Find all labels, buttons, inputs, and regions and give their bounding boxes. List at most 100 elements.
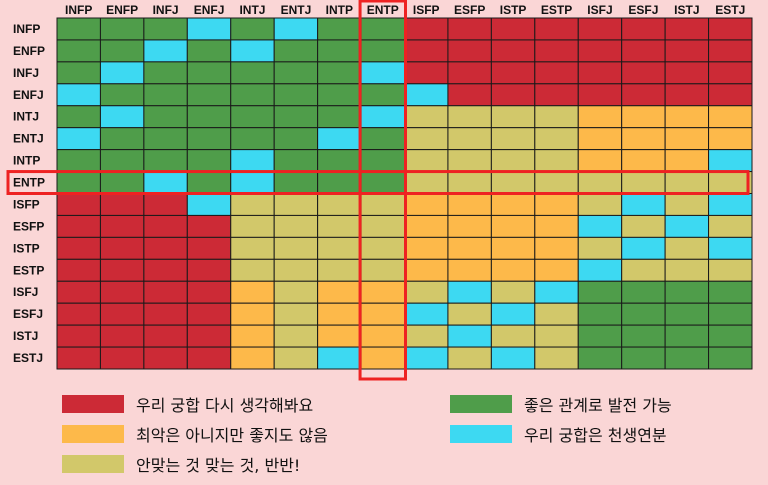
cell-infp-enfj bbox=[186, 17, 232, 41]
cell-istp-istp bbox=[490, 236, 536, 260]
cell-estp-esfj bbox=[621, 258, 666, 282]
cell-enfp-enfj bbox=[186, 39, 232, 63]
cell-enfj-isfp bbox=[404, 83, 449, 107]
cell-istp-intj bbox=[230, 236, 275, 260]
cell-enfj-entp bbox=[360, 83, 405, 107]
cell-istp-isfp bbox=[404, 236, 449, 260]
cell-entj-entp bbox=[360, 127, 405, 151]
cell-esfp-intj bbox=[230, 214, 275, 238]
cell-istp-esfp bbox=[447, 236, 492, 260]
cell-istj-infp bbox=[56, 324, 101, 348]
cell-estj-isfp bbox=[404, 346, 449, 370]
cell-estj-enfj bbox=[186, 346, 232, 370]
cell-esfj-intj bbox=[230, 302, 275, 326]
cell-entj-isfj bbox=[577, 127, 623, 151]
cell-intp-infj bbox=[143, 149, 188, 173]
cell-intp-isfp bbox=[404, 149, 449, 173]
cell-isfp-istj bbox=[664, 193, 710, 216]
cell-infp-estp bbox=[534, 17, 579, 41]
cell-infj-istp bbox=[490, 61, 536, 85]
cell-isfj-istp bbox=[490, 280, 536, 304]
cell-intj-infj bbox=[143, 105, 188, 129]
cell-istp-istj bbox=[664, 236, 710, 260]
cell-entj-intj bbox=[230, 127, 275, 151]
row-label-intp: INTP bbox=[13, 154, 40, 168]
column-label-enfj: ENFJ bbox=[194, 3, 225, 17]
cell-estj-intj bbox=[230, 346, 275, 370]
cell-estp-istp bbox=[490, 258, 536, 282]
cell-infj-enfj bbox=[186, 61, 232, 85]
cell-isfp-estp bbox=[534, 193, 579, 216]
cell-infp-esfj bbox=[621, 17, 666, 41]
cell-istj-esfj bbox=[621, 324, 666, 348]
highlight-column-entp bbox=[358, 0, 407, 381]
cell-esfj-entj bbox=[273, 302, 319, 326]
cell-esfp-isfj bbox=[577, 214, 623, 238]
cell-istj-intp bbox=[317, 324, 362, 348]
cell-istp-enfp bbox=[99, 236, 145, 260]
cell-infp-infp bbox=[56, 17, 101, 41]
cell-intj-infp bbox=[56, 105, 101, 129]
row-label-intj: INTJ bbox=[13, 110, 39, 124]
cell-entp-istp bbox=[490, 171, 536, 194]
row-label-isfp: ISFP bbox=[13, 197, 40, 211]
cell-isfj-istj bbox=[664, 280, 710, 304]
cell-intp-esfp bbox=[447, 149, 492, 173]
cell-istp-estp bbox=[534, 236, 579, 260]
cell-estj-istj bbox=[664, 346, 710, 370]
cell-intp-enfj bbox=[186, 149, 232, 173]
cell-isfp-isfj bbox=[577, 193, 623, 216]
cell-infp-esfp bbox=[447, 17, 492, 41]
cell-entj-istp bbox=[490, 127, 536, 151]
cell-enfp-estp bbox=[534, 39, 579, 63]
cell-istj-enfj bbox=[186, 324, 232, 348]
cell-infj-enfp bbox=[99, 61, 145, 85]
cell-intj-istj bbox=[664, 105, 710, 129]
cell-entj-isfp bbox=[404, 127, 449, 151]
cell-esfp-infp bbox=[56, 214, 101, 238]
row-label-istj: ISTJ bbox=[13, 329, 38, 343]
row-label-esfp: ESFP bbox=[13, 219, 44, 233]
cell-enfp-enfp bbox=[99, 39, 145, 63]
cell-enfp-intp bbox=[317, 39, 362, 63]
cell-intj-isfp bbox=[404, 105, 449, 129]
cell-intj-istp bbox=[490, 105, 536, 129]
column-label-istj: ISTJ bbox=[674, 3, 699, 17]
cell-isfj-entj bbox=[273, 280, 319, 304]
cell-istp-esfj bbox=[621, 236, 666, 260]
cell-infp-istj bbox=[664, 17, 710, 41]
cell-estp-entp bbox=[360, 258, 405, 282]
cell-isfj-isfp bbox=[404, 280, 449, 304]
column-label-istp: ISTP bbox=[500, 3, 527, 17]
cell-isfj-intj bbox=[230, 280, 275, 304]
cell-istj-entp bbox=[360, 324, 405, 348]
column-label-infp: INFP bbox=[65, 3, 92, 17]
cell-istj-istp bbox=[490, 324, 536, 348]
cell-esfj-esfj bbox=[621, 302, 666, 326]
cell-enfj-entj bbox=[273, 83, 319, 107]
column-label-intj: INTJ bbox=[239, 3, 265, 17]
cell-entp-estj bbox=[708, 171, 753, 194]
cell-entp-estp bbox=[534, 171, 579, 194]
cell-estp-estp bbox=[534, 258, 579, 282]
cell-enfj-enfj bbox=[186, 83, 232, 107]
cell-infj-istj bbox=[664, 61, 710, 85]
cell-estp-istj bbox=[664, 258, 710, 282]
column-label-infj: INFJ bbox=[153, 3, 179, 17]
cell-isfp-intj bbox=[230, 193, 275, 216]
cell-entj-esfj bbox=[621, 127, 666, 151]
cell-infj-esfp bbox=[447, 61, 492, 85]
row-label-enfj: ENFJ bbox=[13, 88, 44, 102]
cell-enfj-infj bbox=[143, 83, 188, 107]
cell-esfj-isfp bbox=[404, 302, 449, 326]
cell-enfj-infp bbox=[56, 83, 101, 107]
cell-esfj-esfp bbox=[447, 302, 492, 326]
cell-isfp-esfj bbox=[621, 193, 666, 216]
heatmap-cells bbox=[56, 17, 753, 370]
cell-esfp-infj bbox=[143, 214, 188, 238]
cell-estp-enfp bbox=[99, 258, 145, 282]
cell-infp-intp bbox=[317, 17, 362, 41]
cell-intp-isfj bbox=[577, 149, 623, 173]
cell-esfj-enfp bbox=[99, 302, 145, 326]
cell-enfp-istj bbox=[664, 39, 710, 63]
